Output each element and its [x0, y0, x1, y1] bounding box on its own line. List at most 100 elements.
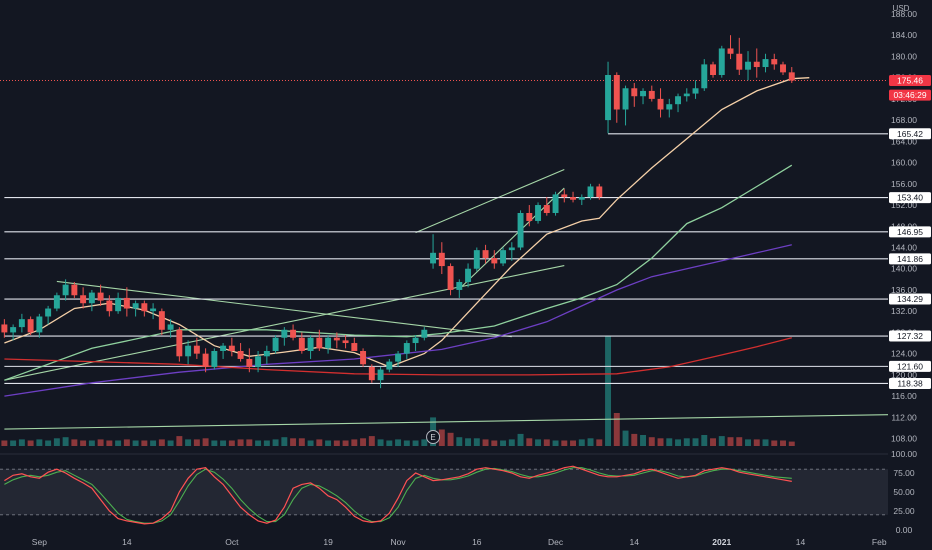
- candle[interactable]: [587, 183, 594, 200]
- candle[interactable]: [167, 319, 174, 338]
- volume-bar: [62, 437, 69, 446]
- candle[interactable]: [412, 335, 419, 351]
- candle[interactable]: [788, 67, 795, 83]
- candle[interactable]: [517, 210, 524, 251]
- candle[interactable]: [421, 327, 428, 341]
- candle[interactable]: [281, 327, 288, 346]
- candle[interactable]: [325, 335, 332, 354]
- volume-bar: [762, 439, 769, 446]
- candle[interactable]: [526, 205, 533, 227]
- candle[interactable]: [360, 348, 367, 367]
- candle[interactable]: [780, 61, 786, 75]
- candle[interactable]: [561, 189, 568, 203]
- candle[interactable]: [158, 308, 165, 336]
- candle[interactable]: [141, 300, 148, 317]
- candle[interactable]: [307, 335, 314, 359]
- candle[interactable]: [675, 93, 682, 113]
- candle[interactable]: [605, 61, 612, 134]
- candle[interactable]: [176, 327, 183, 362]
- candle[interactable]: [473, 247, 480, 272]
- candle[interactable]: [745, 51, 751, 81]
- candle[interactable]: [255, 350, 262, 373]
- candle[interactable]: [622, 85, 629, 126]
- candle[interactable]: [132, 300, 139, 317]
- candle[interactable]: [263, 345, 270, 365]
- candle[interactable]: [456, 279, 463, 298]
- candle[interactable]: [290, 324, 297, 341]
- candle[interactable]: [272, 335, 279, 354]
- candle[interactable]: [578, 194, 585, 206]
- candle[interactable]: [53, 292, 60, 312]
- candle[interactable]: [403, 340, 410, 359]
- candle[interactable]: [552, 191, 559, 216]
- candle[interactable]: [771, 53, 778, 70]
- candle[interactable]: [18, 313, 25, 333]
- candle[interactable]: [666, 98, 673, 118]
- candle[interactable]: [631, 82, 638, 107]
- candle[interactable]: [535, 202, 542, 224]
- candle[interactable]: [237, 343, 244, 362]
- candle[interactable]: [430, 234, 437, 269]
- candle[interactable]: [106, 295, 113, 317]
- candle[interactable]: [97, 284, 104, 306]
- candle[interactable]: [500, 247, 507, 267]
- candle[interactable]: [491, 250, 498, 269]
- candle[interactable]: [80, 287, 87, 309]
- candle[interactable]: [447, 263, 454, 296]
- candle[interactable]: [386, 358, 393, 373]
- candle[interactable]: [753, 48, 760, 78]
- candle[interactable]: [342, 335, 349, 349]
- time-axis[interactable]: Sep 14 Oct 19 Nov 16 Dec 14 2021 14 Feb: [32, 537, 887, 547]
- candle[interactable]: [88, 289, 95, 312]
- candle[interactable]: [71, 281, 78, 298]
- candle[interactable]: [640, 88, 647, 105]
- candle[interactable]: [246, 348, 253, 373]
- candle[interactable]: [1, 319, 8, 338]
- candle[interactable]: [150, 303, 157, 320]
- candle[interactable]: [368, 364, 375, 383]
- candle[interactable]: [692, 80, 699, 99]
- candle[interactable]: [228, 337, 235, 357]
- candle[interactable]: [482, 244, 489, 264]
- volume-bar: [701, 435, 708, 446]
- candle[interactable]: [465, 263, 472, 288]
- candle[interactable]: [683, 88, 690, 102]
- candle[interactable]: [298, 332, 305, 354]
- candles[interactable]: E: [1, 35, 795, 444]
- candle[interactable]: [570, 191, 577, 203]
- candle[interactable]: [185, 340, 192, 365]
- candle[interactable]: [596, 183, 603, 200]
- candle[interactable]: [648, 85, 655, 102]
- candle[interactable]: [543, 197, 550, 216]
- candle[interactable]: [45, 305, 52, 325]
- candle[interactable]: [62, 279, 69, 301]
- earnings-marker[interactable]: E: [426, 430, 441, 444]
- candle[interactable]: [508, 242, 515, 261]
- candle[interactable]: [123, 287, 130, 317]
- candle[interactable]: [395, 350, 402, 367]
- candle[interactable]: [613, 72, 620, 123]
- candle[interactable]: [27, 316, 34, 336]
- candle[interactable]: [736, 37, 743, 75]
- volume-bar: [263, 440, 270, 446]
- candle[interactable]: [351, 337, 358, 351]
- candle[interactable]: [377, 366, 384, 389]
- candle[interactable]: [438, 242, 445, 275]
- candle[interactable]: [202, 348, 209, 373]
- candle[interactable]: [10, 324, 17, 341]
- candle[interactable]: [727, 35, 734, 60]
- candle[interactable]: [211, 348, 218, 370]
- candle[interactable]: [701, 59, 708, 91]
- candle[interactable]: [36, 313, 43, 338]
- candle[interactable]: [710, 61, 716, 78]
- candle[interactable]: [316, 329, 323, 351]
- candle[interactable]: [220, 343, 227, 359]
- candle[interactable]: [333, 332, 340, 349]
- candle[interactable]: [657, 88, 664, 118]
- candle[interactable]: [762, 53, 769, 73]
- candle[interactable]: [718, 45, 725, 78]
- candle[interactable]: [193, 337, 200, 359]
- candle[interactable]: [115, 292, 122, 314]
